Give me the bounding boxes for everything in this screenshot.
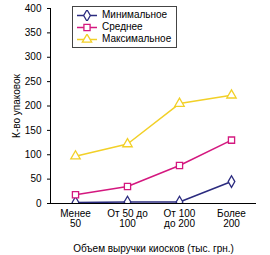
svg-text:Менее50: Менее50 [60,208,91,229]
svg-text:0: 0 [36,198,42,209]
svg-text:От 100до 200: От 100до 200 [164,208,196,229]
svg-text:350: 350 [25,27,42,38]
svg-text:Более200: Более200 [217,208,246,229]
svg-text:100: 100 [25,149,42,160]
svg-text:400: 400 [25,3,42,14]
svg-text:50: 50 [30,173,42,184]
html-text:Максимальное: Максимальное [102,33,172,44]
svg-text:К-во упаковок: К-во упаковок [11,73,22,137]
svg-text:Объем выручки киосков (тыс. гр: Объем выручки киосков (тыс. грн.) [73,243,234,254]
svg-text:200: 200 [25,100,42,111]
svg-text:150: 150 [25,125,42,136]
html-text:Среднее: Среднее [102,21,143,32]
svg-text:300: 300 [25,51,42,62]
svg-text:От 50 до100: От 50 до100 [107,208,148,229]
svg-text:250: 250 [25,76,42,87]
html-text:Минимальное: Минимальное [102,9,168,20]
